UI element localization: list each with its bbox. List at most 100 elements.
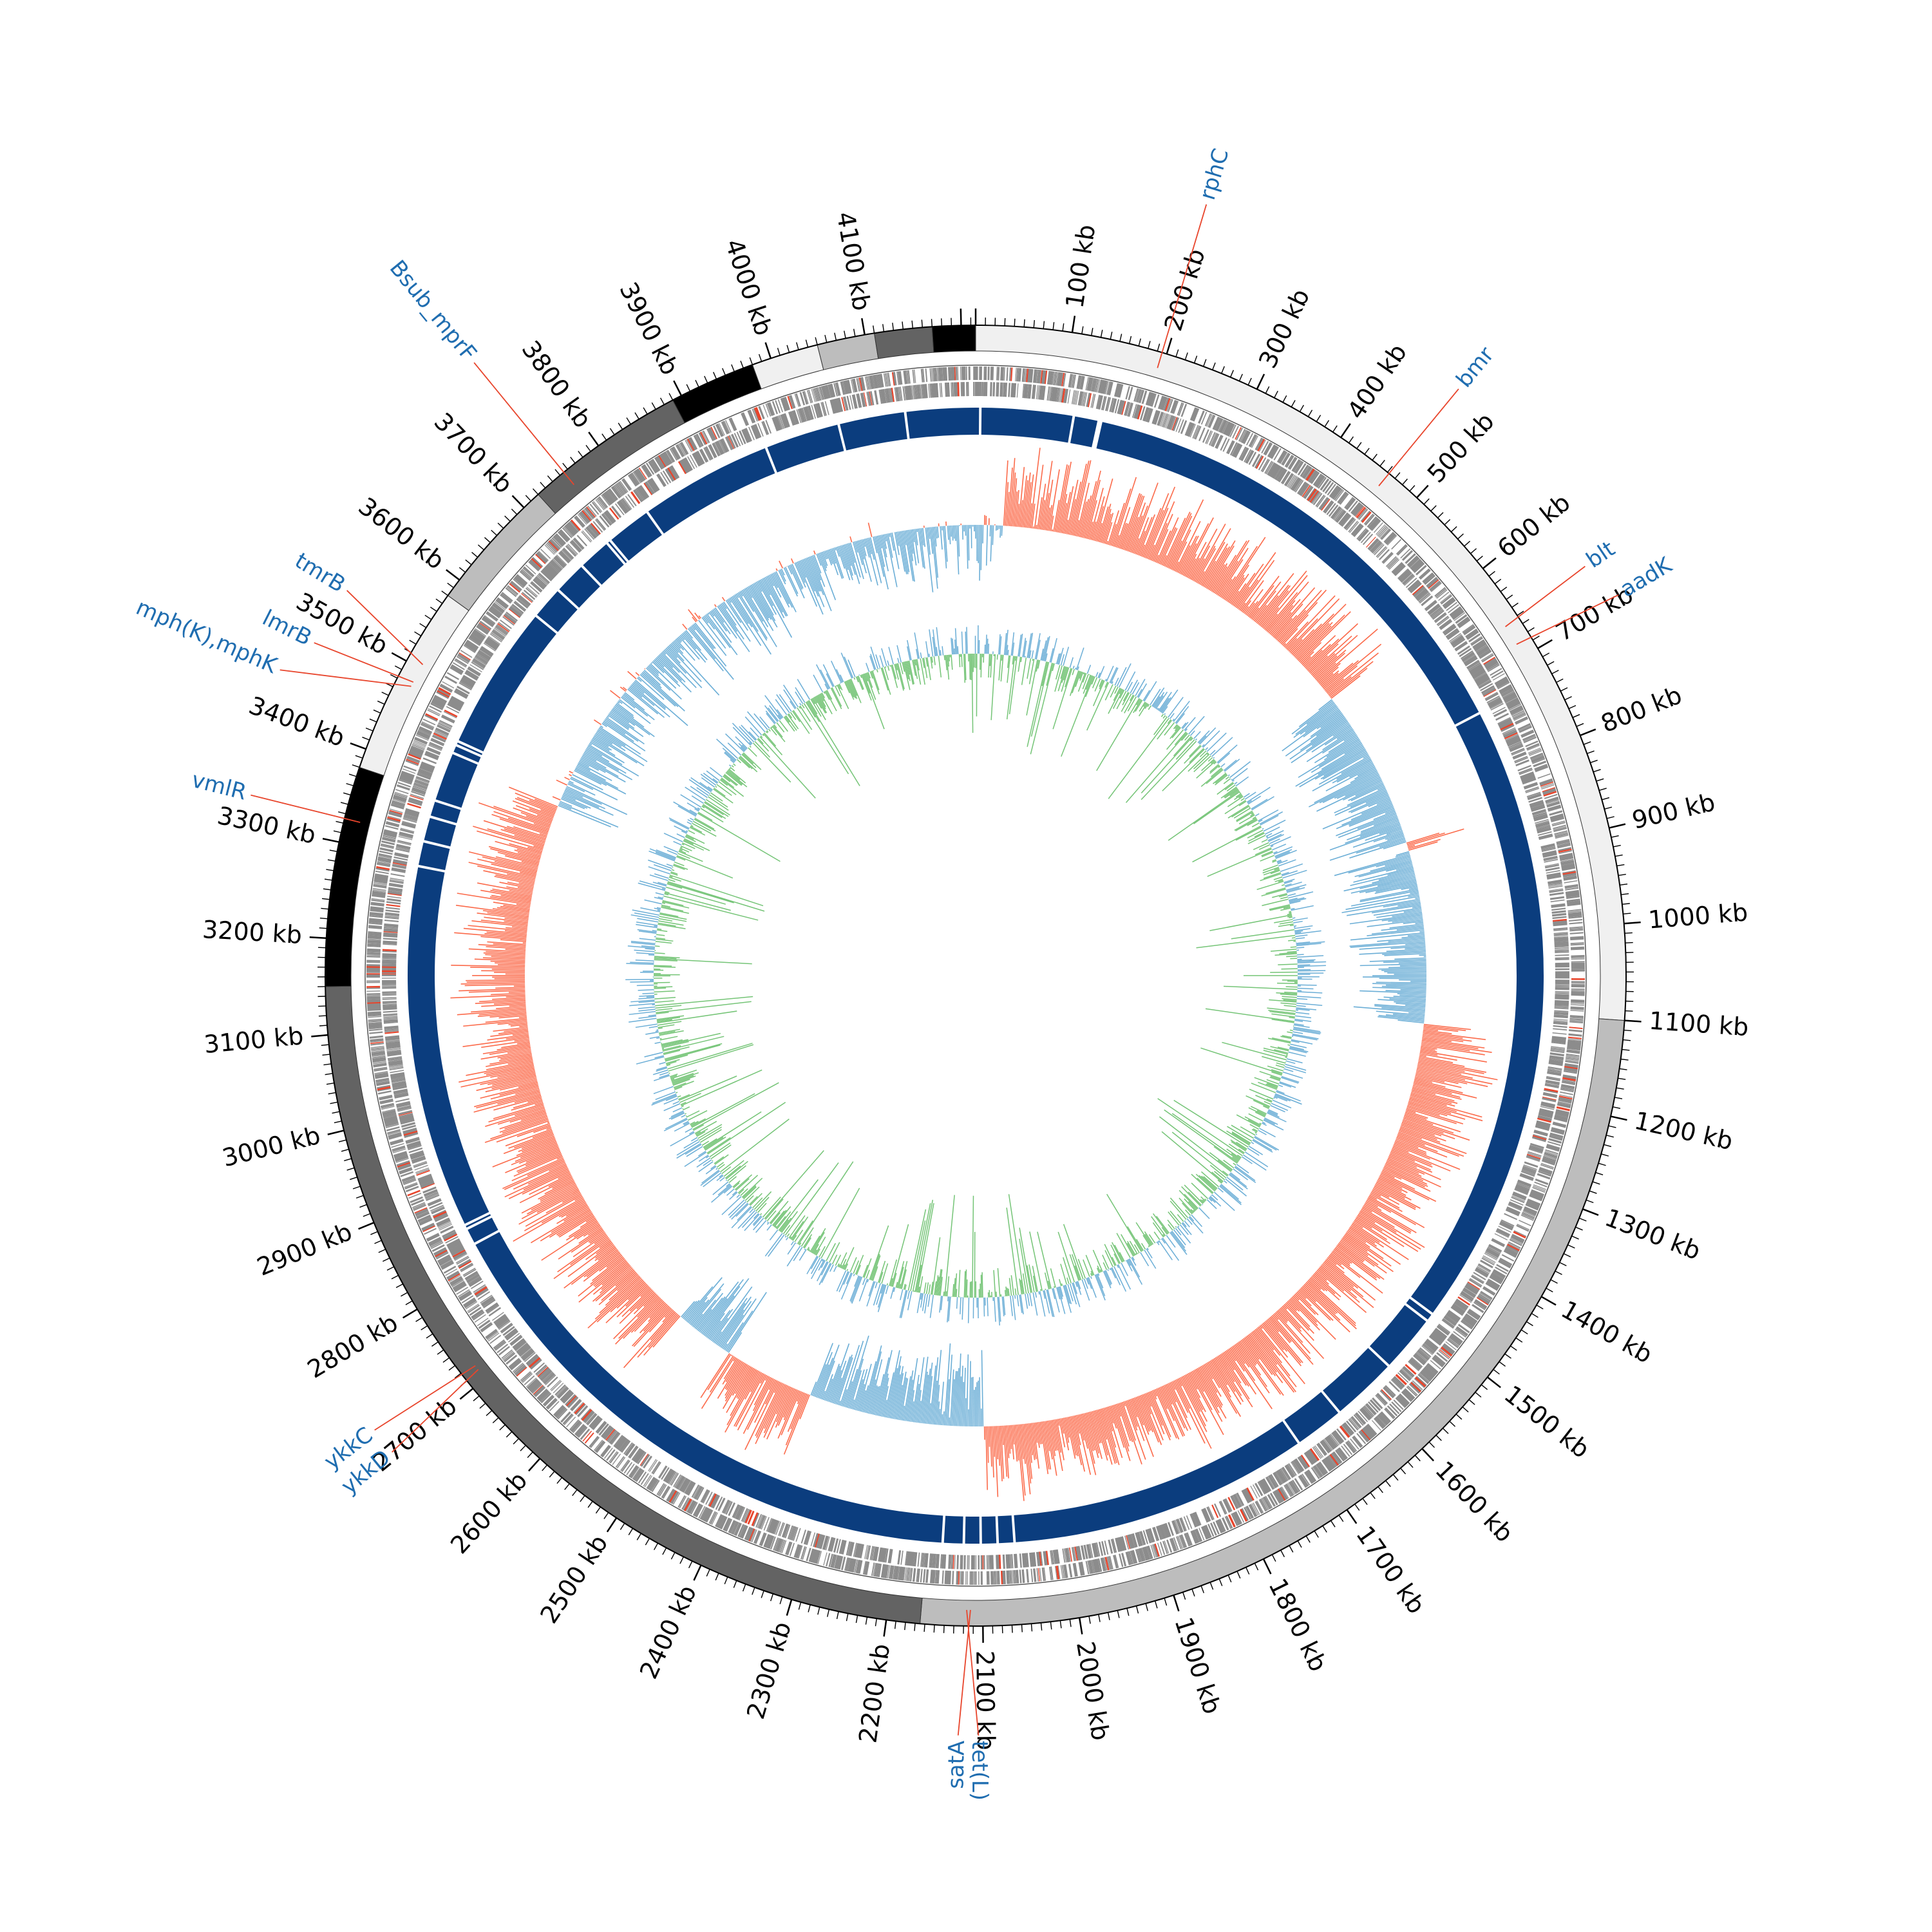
gene-feature-reverse <box>591 522 601 535</box>
gene-feature-reverse <box>638 486 649 499</box>
gene-feature-forward <box>401 1175 415 1182</box>
gene-feature-forward <box>753 408 759 421</box>
gc-content-bar <box>1417 1063 1498 1081</box>
gene-feature-reverse <box>624 1443 634 1455</box>
gene-feature-forward <box>1351 503 1362 515</box>
gene-feature-reverse <box>751 1512 759 1526</box>
gene-feature-reverse <box>1010 1554 1012 1569</box>
gc-content-bar <box>1045 507 1051 531</box>
gene-feature-reverse <box>637 1452 647 1464</box>
minor-tick <box>1601 1153 1609 1157</box>
gene-feature-reverse <box>1535 821 1550 827</box>
gc-content-bar <box>1421 1039 1479 1050</box>
similarity-block <box>583 544 624 585</box>
contig-segment-9 <box>752 344 824 390</box>
gene-feature-forward <box>554 534 565 545</box>
gene-feature-reverse <box>1528 1148 1542 1154</box>
gene-feature-reverse <box>1154 410 1160 425</box>
gene-feature-forward <box>806 1548 811 1562</box>
gc-content-bar <box>1422 1036 1464 1043</box>
gene-feature-forward <box>486 1330 498 1340</box>
minor-tick <box>1052 322 1055 330</box>
gene-feature-forward <box>840 1557 846 1571</box>
gene-feature-reverse <box>493 629 506 638</box>
gene-feature-forward <box>1509 1238 1522 1247</box>
gene-feature-reverse <box>1381 1388 1392 1400</box>
gene-feature-reverse <box>1213 433 1220 448</box>
gene-feature-forward <box>379 1094 393 1099</box>
gene-feature-forward <box>1504 1249 1517 1257</box>
gene-feature-forward <box>1176 1536 1182 1549</box>
gene-feature-reverse <box>1546 874 1561 878</box>
gene-feature-forward <box>585 507 595 519</box>
gene-feature-forward <box>1478 1294 1490 1303</box>
gene-feature-reverse <box>1461 651 1474 661</box>
minor-tick <box>426 1333 433 1339</box>
gc-content-bar <box>1324 726 1352 746</box>
gene-feature-reverse <box>1418 592 1430 603</box>
gene-feature-forward <box>1540 782 1554 788</box>
gene-feature-forward <box>566 523 577 535</box>
gene-feature-reverse <box>1481 1257 1495 1266</box>
gene-feature-reverse <box>391 1076 406 1081</box>
gene-feature-reverse <box>425 750 440 758</box>
gene-feature-reverse <box>526 586 538 597</box>
gene-feature-forward <box>1452 609 1464 620</box>
gene-feature-forward <box>1555 1109 1569 1114</box>
gene-feature-reverse <box>506 611 518 621</box>
gene-feature-reverse <box>1120 1536 1126 1551</box>
gene-feature-reverse <box>1530 804 1545 810</box>
gene-feature-forward <box>399 776 413 782</box>
gc-content-bar <box>1211 566 1228 592</box>
gene-feature-reverse <box>905 1551 909 1566</box>
gene-feature-reverse <box>419 768 433 775</box>
gene-feature-forward <box>849 1558 855 1573</box>
gc-content-bar <box>1181 523 1209 576</box>
gc-content-bar <box>1372 872 1415 884</box>
gc-content-bar <box>1414 1077 1433 1083</box>
minor-tick <box>1362 1498 1368 1505</box>
gene-feature-reverse <box>692 1485 701 1499</box>
gene-feature-forward <box>1136 389 1142 402</box>
gene-feature-reverse <box>498 1321 511 1331</box>
gene-feature-reverse <box>448 1240 461 1249</box>
gene-feature-forward <box>611 486 621 499</box>
gc-content-bar <box>1419 1054 1426 1057</box>
gene-feature-reverse <box>435 727 450 735</box>
gene-feature-forward <box>626 1463 635 1475</box>
gene-feature-forward <box>417 1215 431 1222</box>
gene-feature-forward <box>430 1242 444 1249</box>
gene-feature-reverse <box>1297 1457 1307 1470</box>
gene-feature-forward <box>804 390 809 404</box>
gene-feature-reverse <box>711 1494 720 1508</box>
gc-content-bar <box>1405 942 1426 945</box>
gene-feature-forward <box>1473 641 1486 651</box>
gene-feature-forward <box>1103 380 1108 394</box>
gene-feature-forward <box>1010 367 1013 381</box>
gene-feature-reverse <box>1510 745 1524 752</box>
gene-feature-forward <box>578 1426 588 1438</box>
gene-feature-forward <box>1531 1189 1545 1196</box>
gene-feature-reverse <box>1162 1524 1169 1538</box>
gene-feature-forward <box>1249 435 1258 448</box>
gene-feature-reverse <box>420 1180 434 1187</box>
gene-feature-forward <box>1398 1394 1409 1405</box>
gene-feature-reverse <box>783 413 790 428</box>
gene-feature-reverse <box>1551 910 1566 914</box>
gene-feature-reverse <box>599 515 610 528</box>
gene-feature-reverse <box>383 938 397 940</box>
gene-feature-forward <box>367 945 381 948</box>
gene-feature-reverse <box>1189 1513 1197 1528</box>
major-tick <box>1071 316 1076 333</box>
gene-feature-reverse <box>501 1323 513 1334</box>
gene-feature-reverse <box>419 1177 433 1184</box>
gene-feature-forward <box>954 366 956 381</box>
gene-feature-forward <box>1218 419 1226 433</box>
minor-tick <box>1289 1545 1294 1553</box>
major-tick <box>511 495 525 509</box>
gene-feature-reverse <box>383 1006 397 1009</box>
gene-feature-reverse <box>940 1554 942 1569</box>
gc-content-bar <box>1334 788 1387 813</box>
gene-feature-forward <box>1356 1433 1367 1444</box>
